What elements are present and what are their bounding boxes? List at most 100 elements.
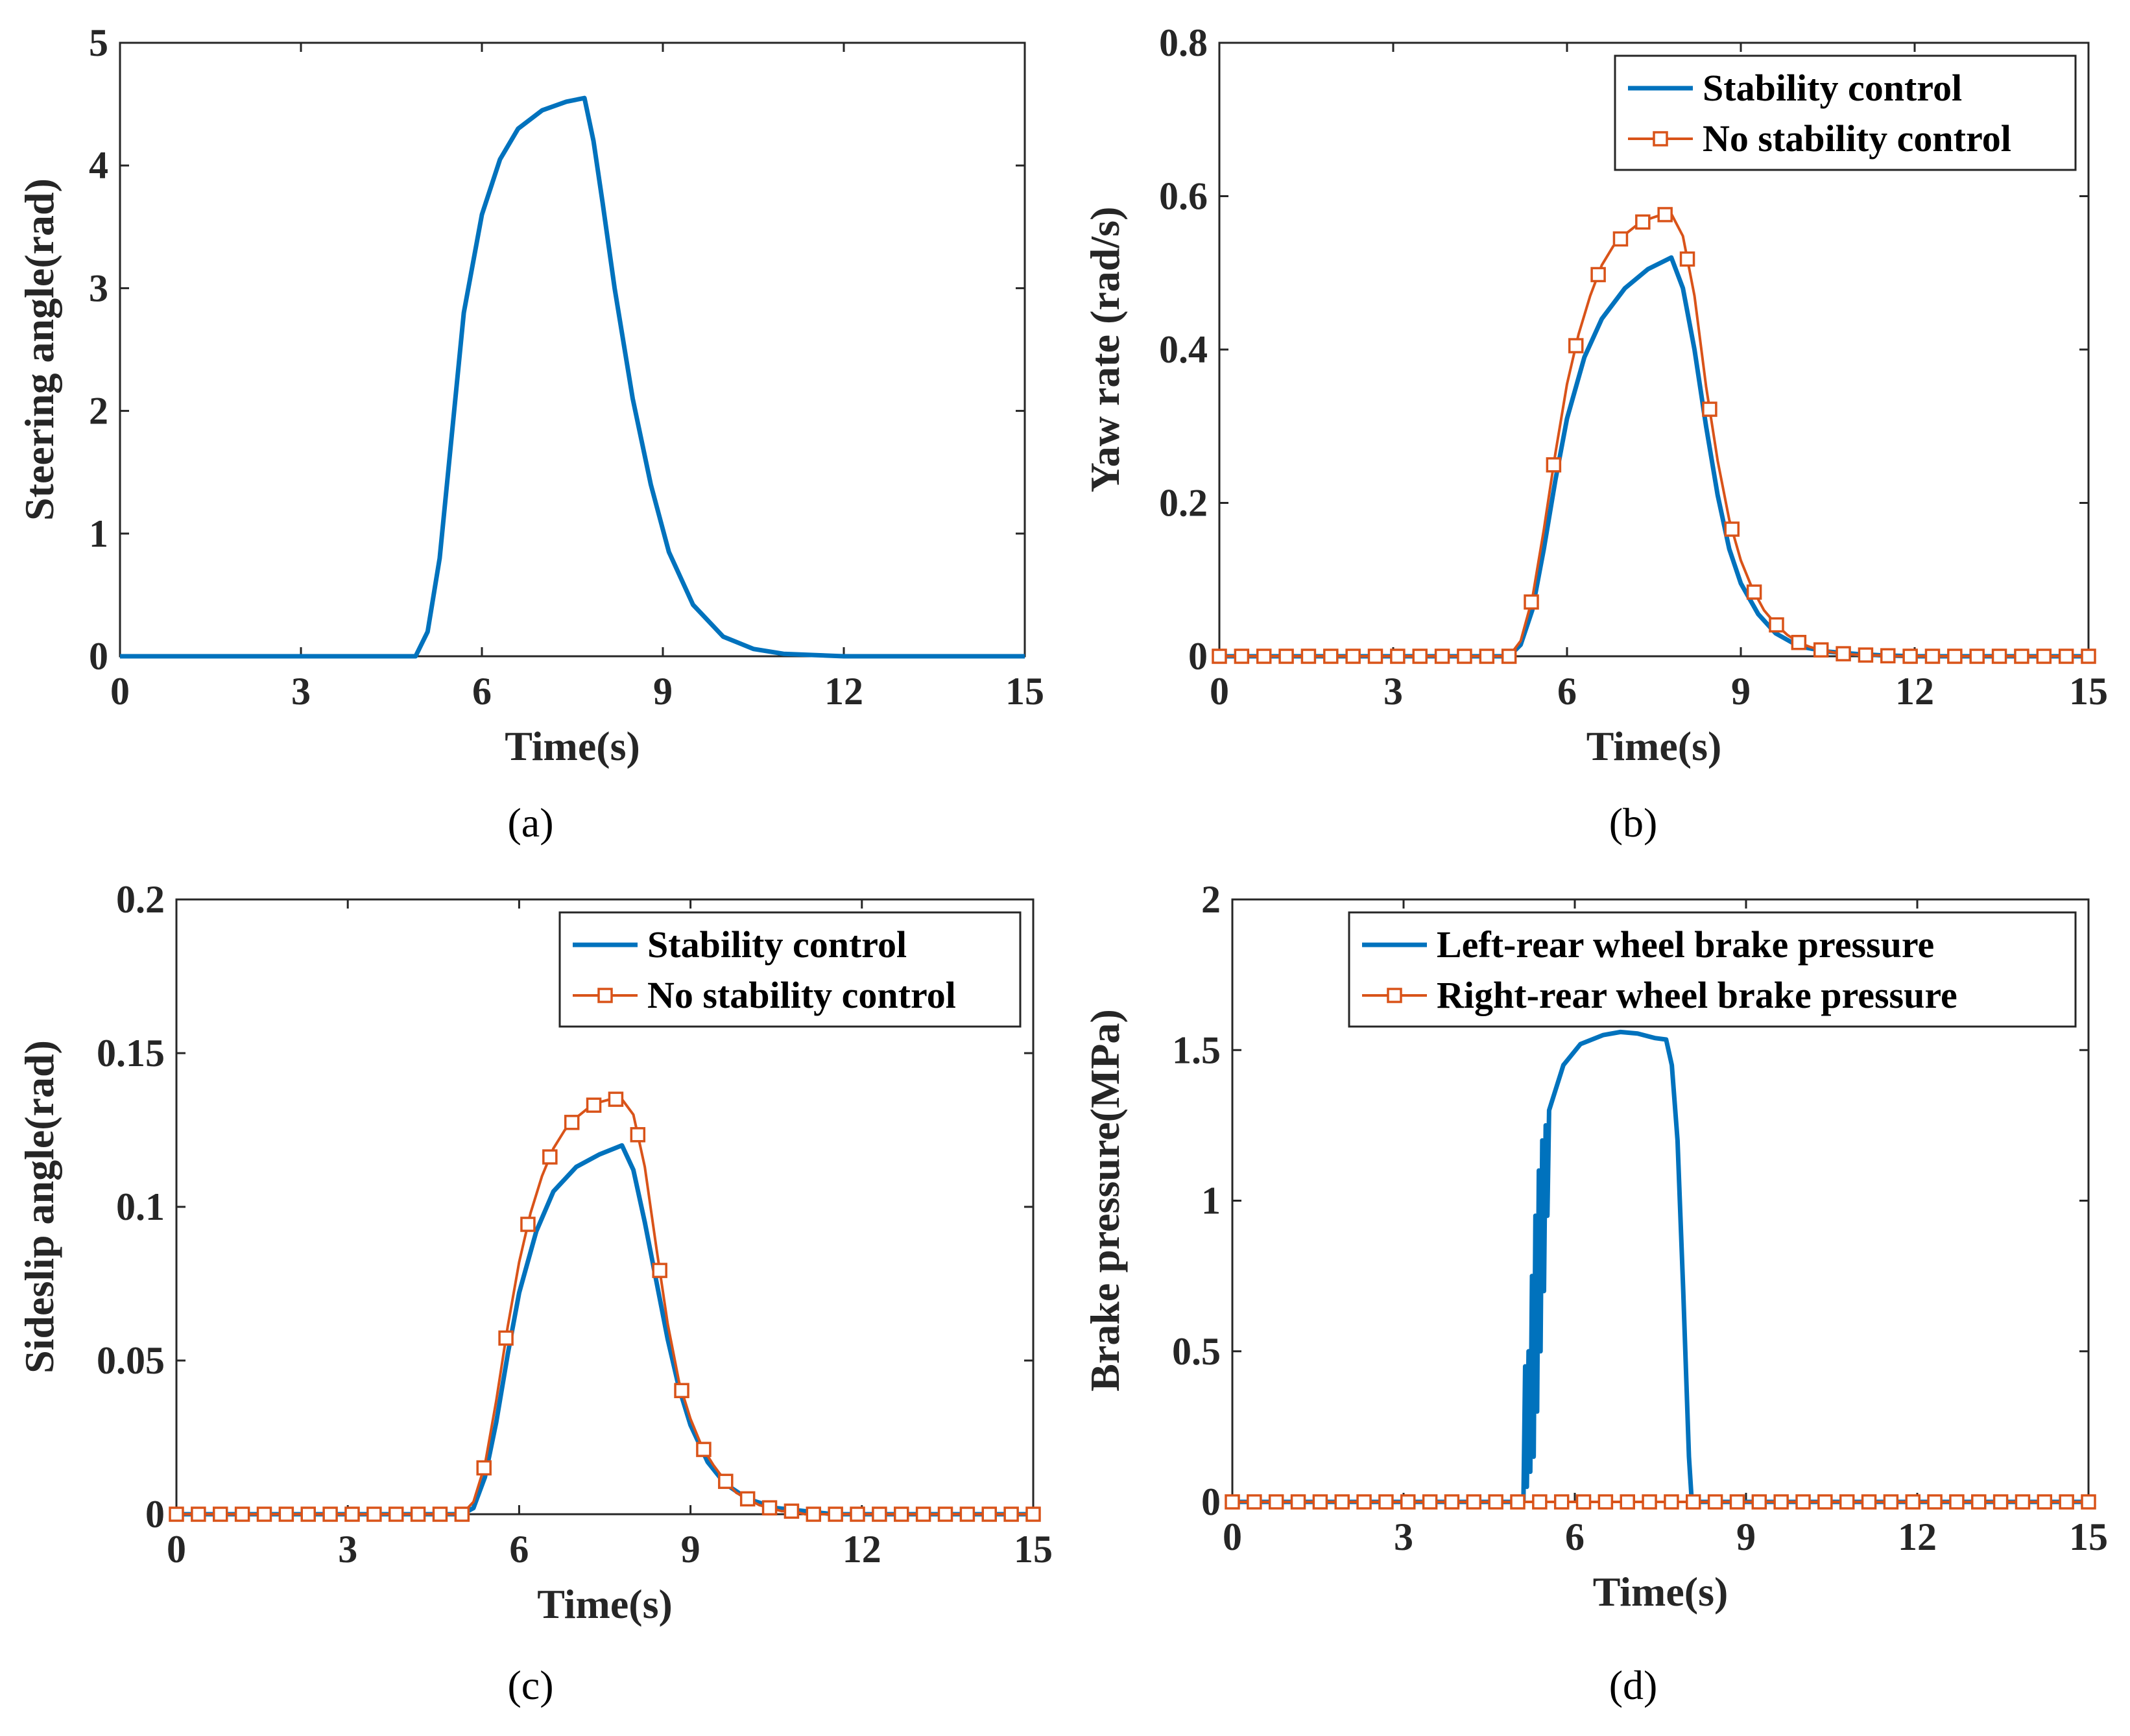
legend-entry-1: Stability control — [1703, 67, 1962, 109]
x-tick-label: 9 — [1731, 670, 1751, 713]
series-line-2 — [176, 1098, 1033, 1516]
series-marker-2 — [828, 1506, 843, 1522]
series-marker-2 — [454, 1506, 470, 1522]
series-marker-2 — [1312, 1494, 1328, 1510]
series-marker-2 — [1813, 642, 1829, 658]
legend-marker-2 — [1653, 131, 1668, 147]
x-axis-label: Time(s) — [505, 723, 640, 769]
y-tick-label: 2 — [89, 390, 108, 433]
series-marker-2 — [2058, 648, 2074, 664]
chart-panel-4: 0 3 6 9 12 15 0 0.5 1 1.5 2 Time(s) Brake pressure(M… — [1082, 878, 2108, 1708]
y-tick-label: 3 — [89, 267, 108, 309]
series-marker-2 — [2059, 1494, 2074, 1510]
y-axis-label: Yaw rate (rad/s) — [1082, 207, 1128, 493]
y-axis-label: Sideslip angle(rad) — [16, 1040, 62, 1373]
y-tick-label: 4 — [89, 144, 108, 187]
y-tick-label: 0.15 — [97, 1032, 165, 1075]
series-marker-2 — [1256, 648, 1272, 664]
legend-entry-2: No stability control — [1703, 117, 2011, 160]
series-marker-2 — [1679, 251, 1695, 267]
series-marker-2 — [1225, 1494, 1240, 1510]
series-marker-2 — [432, 1506, 448, 1522]
series-marker-2 — [1300, 648, 1317, 664]
series-marker-2 — [1568, 338, 1584, 353]
series-marker-2 — [1234, 648, 1250, 664]
y-tick-label: 1 — [1201, 1180, 1221, 1222]
y-tick-label: 0.05 — [97, 1339, 165, 1382]
series-marker-2 — [1466, 1494, 1482, 1510]
series-marker-2 — [937, 1506, 953, 1522]
series-marker-2 — [1501, 648, 1517, 664]
series-marker-2 — [1488, 1494, 1503, 1510]
series-marker-2 — [696, 1442, 712, 1457]
series-marker-2 — [1839, 1494, 1855, 1510]
x-tick-label: 9 — [653, 670, 673, 713]
series-marker-2 — [1642, 1494, 1657, 1510]
series-marker-2 — [1836, 646, 1851, 661]
series-marker-2 — [1367, 648, 1383, 664]
series-marker-2 — [1795, 1494, 1811, 1510]
x-axis-label: Time(s) — [1593, 1569, 1729, 1615]
y-tick-label: 0.8 — [1159, 21, 1208, 64]
series-marker-2 — [1969, 648, 1985, 664]
series-marker-2 — [1390, 648, 1406, 664]
series-marker-2 — [1791, 634, 1807, 650]
series-marker-2 — [1858, 647, 1874, 663]
series-marker-2 — [1598, 1494, 1614, 1510]
series-marker-2 — [1927, 1494, 1943, 1510]
series-line-1 — [120, 95, 1025, 659]
x-tick-label: 9 — [1736, 1516, 1756, 1558]
x-tick-label: 15 — [1005, 670, 1044, 713]
series-marker-2 — [169, 1506, 184, 1522]
series-marker-2 — [1323, 648, 1339, 664]
series-marker-2 — [1657, 207, 1673, 222]
y-tick-label: 0 — [89, 635, 108, 678]
y-tick-label: 0.4 — [1159, 328, 1208, 371]
legend-entry-2: No stability control — [647, 974, 956, 1016]
series-marker-2 — [410, 1506, 426, 1522]
x-tick-label: 0 — [167, 1528, 186, 1571]
series-marker-2 — [1444, 1494, 1460, 1510]
series-marker-2 — [1524, 594, 1539, 610]
series-marker-2 — [1553, 1494, 1570, 1510]
legend-entry-2: Right-rear wheel brake pressure — [1437, 974, 1957, 1016]
legend-marker-2 — [597, 988, 613, 1003]
series-marker-2 — [1510, 1494, 1526, 1510]
series-marker-2 — [191, 1506, 206, 1522]
series-marker-2 — [1817, 1494, 1833, 1510]
series-marker-2 — [1278, 648, 1294, 664]
x-tick-label: 15 — [2069, 670, 2108, 713]
series-marker-2 — [1590, 267, 1606, 283]
series-marker-2 — [1532, 1494, 1548, 1510]
series-marker-2 — [1883, 1494, 1899, 1510]
series-marker-2 — [586, 1097, 602, 1113]
x-tick-label: 0 — [1210, 670, 1229, 713]
series-marker-2 — [1575, 1494, 1592, 1510]
x-tick-label: 15 — [1014, 1528, 1053, 1571]
x-tick-label: 12 — [843, 1528, 881, 1571]
series-marker-2 — [498, 1330, 514, 1346]
y-tick-label: 0 — [1201, 1480, 1221, 1523]
series-marker-2 — [300, 1506, 316, 1522]
series-marker-2 — [1947, 648, 1963, 664]
series-marker-2 — [872, 1506, 887, 1522]
series-marker-2 — [1664, 1494, 1679, 1510]
series-marker-2 — [1971, 1494, 1987, 1510]
y-tick-label: 0.2 — [116, 878, 165, 921]
subfigure-label: (a) — [507, 800, 553, 846]
series-marker-2 — [1620, 1494, 1635, 1510]
series-marker-2 — [1702, 401, 1717, 417]
x-tick-label: 15 — [2069, 1516, 2108, 1558]
series-marker-2 — [1861, 1494, 1877, 1510]
legend: Left-rear wheel brake pressure Right-rear… — [1348, 911, 2077, 1028]
x-tick-label: 6 — [472, 670, 492, 713]
subfigure-label: (c) — [507, 1662, 553, 1708]
series-marker-2 — [1769, 617, 1784, 633]
series-marker-2 — [1457, 648, 1472, 664]
series-marker-2 — [322, 1506, 338, 1522]
series-marker-2 — [915, 1506, 931, 1522]
legend: Stability control No stability control — [1614, 54, 2077, 171]
series-marker-2 — [1334, 1494, 1350, 1510]
series-marker-2 — [761, 1500, 778, 1516]
legend: Stability control No stability control — [558, 911, 1022, 1028]
